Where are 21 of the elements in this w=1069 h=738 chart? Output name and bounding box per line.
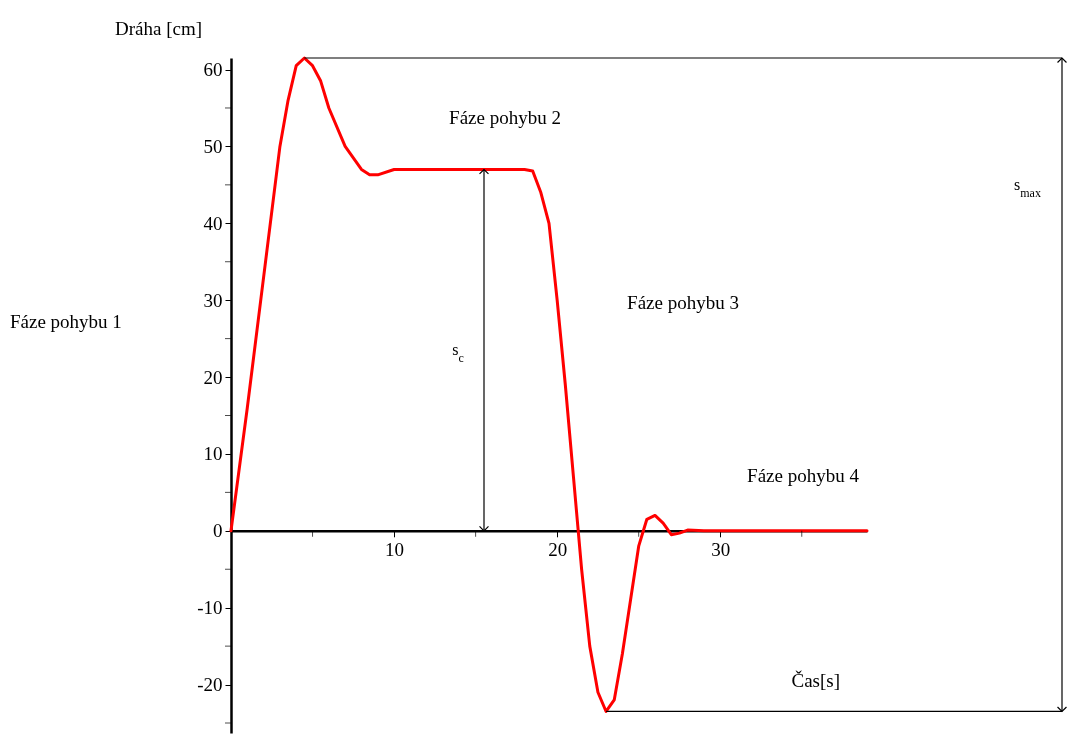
y-tick-label: 50 [203,135,223,157]
annotation: Fáze pohybu 4 [747,465,860,486]
y-tick-label: 0 [213,520,223,542]
x-tick-label: 10 [385,539,405,561]
text: s$_{max}$ [1014,175,1041,200]
y-tick-label: 60 [203,59,223,81]
line-series [229,56,869,713]
y-axis-title: Dráha [cm] [114,17,203,39]
text: Fáze pohybu 1 [10,311,122,332]
y-tick-label: 20 [203,366,223,388]
x-axis-title: Čas[s] [791,669,841,691]
x-tick-label: 30 [711,539,731,561]
y-tick-label: 10 [203,443,223,465]
y-tick-label: 40 [203,212,223,234]
y-tick-label: -10 [197,597,223,619]
annotation: Fáze pohybu 3 [627,292,739,313]
y-tick-label: 30 [203,289,223,311]
annotation: Fáze pohybu 2 [449,107,561,128]
x-tick-label: 20 [548,539,568,561]
y-tick-label: -20 [197,674,223,696]
annotation: s$_{c}$ [452,341,464,366]
